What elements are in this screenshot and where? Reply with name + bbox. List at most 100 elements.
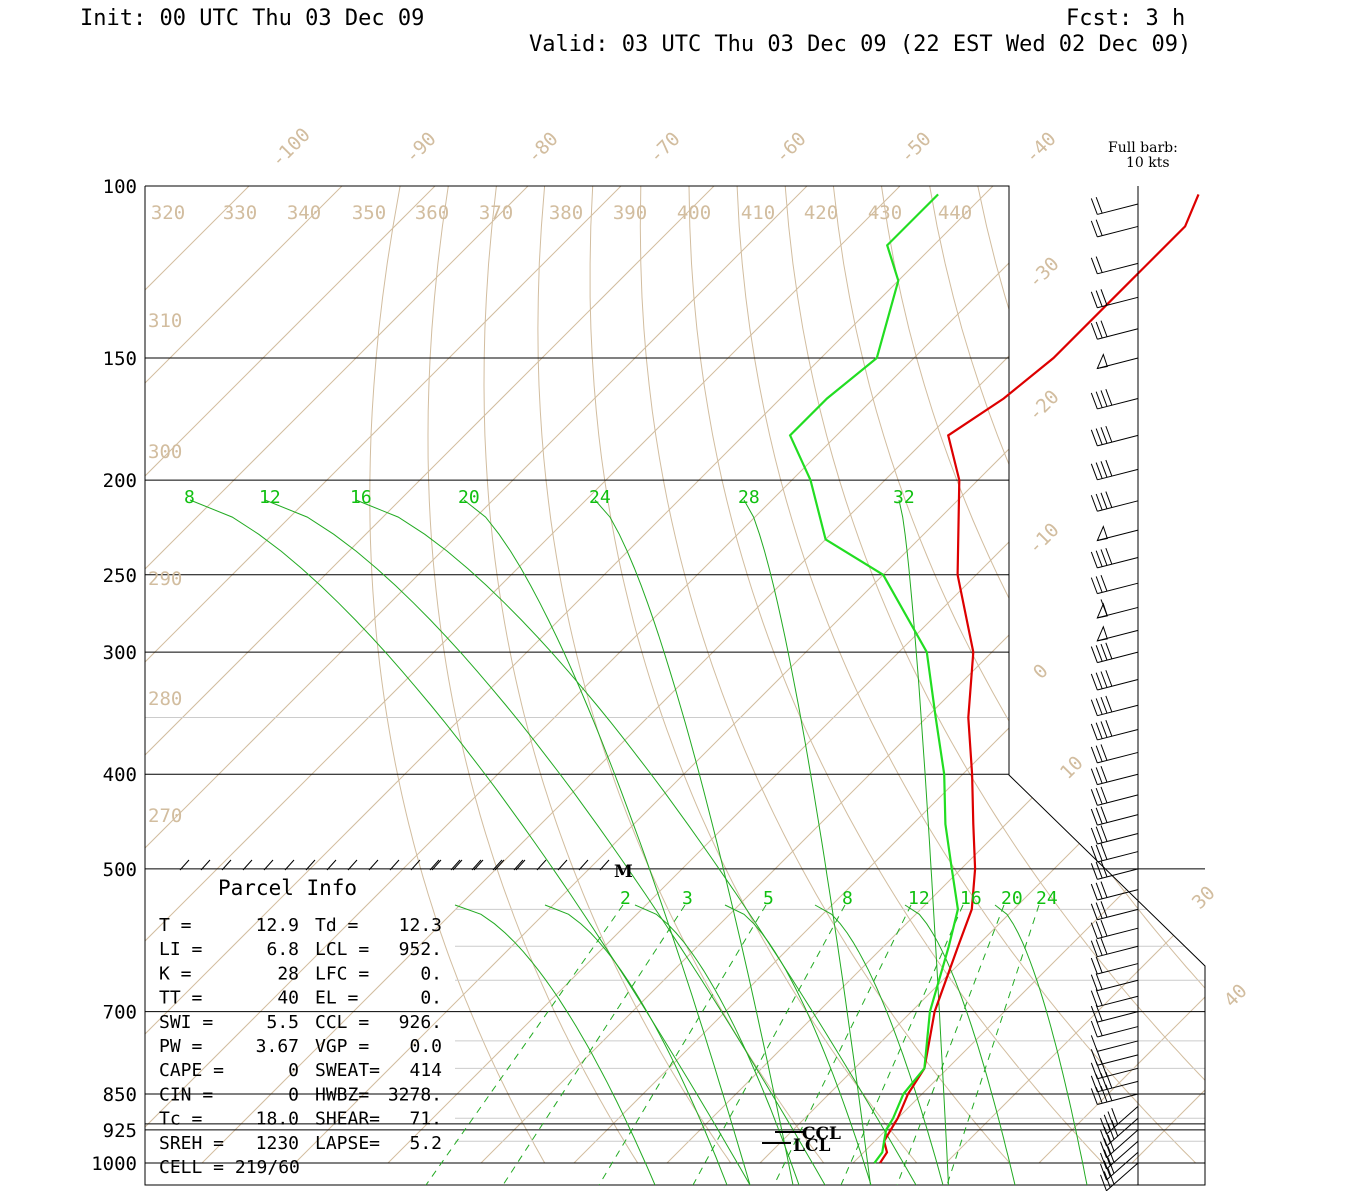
hatch-mark <box>305 859 316 871</box>
wind-barb <box>1090 989 1139 1008</box>
hatch-mark <box>284 859 295 871</box>
mixing-label-upper: 8 <box>184 487 195 508</box>
m-marker: M <box>614 862 633 882</box>
barb-flag <box>1111 1119 1119 1137</box>
isotherm-line <box>1038 186 1205 1164</box>
mixing-ratio-dashed <box>502 904 686 1185</box>
wind-barb <box>1100 1129 1139 1159</box>
barb-shaft <box>1097 814 1139 826</box>
barb-flag <box>1090 551 1098 569</box>
wind-barb <box>1096 525 1139 542</box>
pressure-label: 150 <box>103 348 137 370</box>
hatch-mark <box>221 859 232 871</box>
wind-barb <box>1100 1140 1139 1170</box>
barb-flag <box>1095 722 1103 739</box>
parcel-info-value: LCL = <box>315 939 369 960</box>
theta-label: 400 <box>677 202 711 224</box>
barb-flag <box>1090 198 1098 215</box>
wind-barb <box>1090 574 1139 595</box>
isotherm-line <box>1131 186 1205 1164</box>
mixing-label-lower: 12 <box>908 888 930 909</box>
barb-flag <box>1090 746 1098 764</box>
barb-flag <box>1090 392 1098 410</box>
barb-flag <box>1090 940 1098 957</box>
barb-legend-line1: Full barb: <box>1108 140 1178 156</box>
mixing-label-lower: 16 <box>960 888 982 909</box>
pressure-label: 100 <box>103 176 137 198</box>
barb-shaft <box>1106 1151 1139 1181</box>
barb-flag <box>1107 1123 1115 1140</box>
barb-flag <box>1090 974 1098 991</box>
parcel-info-value: 5.2 <box>409 1133 442 1154</box>
chart-frame <box>144 185 1206 1186</box>
dry-adiabat <box>1025 186 1205 1164</box>
barb-flag <box>1090 463 1098 480</box>
theta-label: 350 <box>352 202 386 224</box>
barb-shaft <box>1097 434 1139 447</box>
barb-flag <box>1100 390 1108 407</box>
barb-flag <box>1090 1075 1098 1092</box>
isotherm-line <box>145 186 1087 1164</box>
barb-shaft <box>1097 908 1139 921</box>
barb-shaft <box>1097 995 1139 1008</box>
wind-barb <box>1090 825 1139 845</box>
theta-label: 360 <box>415 202 449 224</box>
barb-flag <box>1095 645 1103 662</box>
sounding-profiles <box>788 193 1200 1164</box>
mixing-ratio-dashed <box>425 904 624 1185</box>
barb-flag <box>1100 1085 1108 1103</box>
parcel-info-value: 12.3 <box>399 915 442 936</box>
parcel-info-value: 6.8 <box>266 939 299 960</box>
isotherm-label: -50 <box>896 128 936 168</box>
barb-flag <box>1100 549 1108 566</box>
isotherm-line <box>145 186 343 1164</box>
barb-flag <box>1100 671 1108 688</box>
theta-label: 370 <box>479 202 513 224</box>
moist-line-lower <box>814 904 944 1185</box>
isotherm-label: 30 <box>1188 882 1220 914</box>
barb-flag <box>1095 493 1103 511</box>
barb-shaft <box>1097 1026 1139 1038</box>
barb-shaft <box>1097 582 1139 595</box>
barb-flag <box>1103 1138 1111 1155</box>
barb-flag <box>1095 1004 1103 1022</box>
wind-barb <box>1090 642 1139 664</box>
wind-barb <box>1090 320 1139 340</box>
isotherm-label: 0 <box>1029 660 1053 684</box>
dewpoint-profile <box>788 193 960 1164</box>
barb-flag <box>1095 550 1103 567</box>
moist-line-upper <box>264 499 826 1185</box>
barb-flag <box>1100 1141 1107 1158</box>
barb-flag <box>1090 723 1098 741</box>
parcel-info-value: 0 <box>288 1084 299 1105</box>
barb-flag <box>1100 461 1108 478</box>
barb-flag <box>1100 721 1108 738</box>
parcel-info-value: 0.0 <box>409 1036 442 1057</box>
barb-flag <box>1095 219 1103 236</box>
hatch-mark <box>599 859 610 871</box>
hatch-mark <box>450 859 461 871</box>
barb-shaft <box>1097 1067 1139 1080</box>
hatch-mark <box>452 859 463 871</box>
barb-flag <box>1090 903 1098 920</box>
mixing-label-upper: 24 <box>589 487 611 508</box>
barb-flag <box>1100 697 1108 714</box>
wind-barb <box>1090 919 1139 940</box>
hatch-mark <box>389 859 400 871</box>
theta-label: 410 <box>741 202 775 224</box>
parcel-info-value: SWEAT= <box>315 1060 380 1081</box>
barb-flag <box>1103 1160 1111 1177</box>
wind-barb <box>1090 219 1139 238</box>
barb-flag <box>1105 695 1113 713</box>
barb-shaft <box>1097 729 1139 741</box>
theta-label: 430 <box>868 202 902 224</box>
barb-flag <box>1100 643 1108 661</box>
barb-flag <box>1107 1167 1115 1185</box>
mixing-label-lower: 2 <box>620 888 631 909</box>
mixing-ratio-dashed <box>692 904 846 1185</box>
barb-flag <box>1105 670 1113 687</box>
wind-barb <box>1090 548 1139 569</box>
wind-barb <box>1090 973 1139 992</box>
parcel-info-value: 3278. <box>388 1084 442 1105</box>
pressure-label: 400 <box>103 764 137 786</box>
